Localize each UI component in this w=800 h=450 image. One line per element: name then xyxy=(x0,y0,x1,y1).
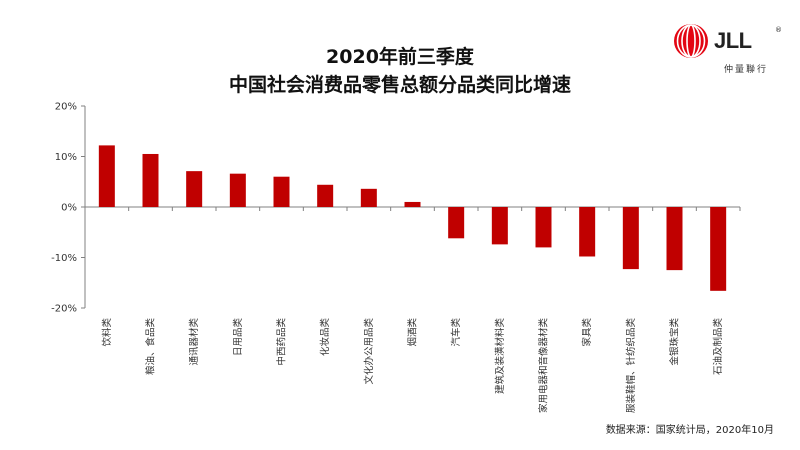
x-tick-label: 家用电器和音像器材类 xyxy=(538,318,550,414)
bar-10 xyxy=(491,207,508,245)
x-tick-label: 烟酒类 xyxy=(407,318,419,347)
source-note: 数据来源：国家统计局，2020年10月 xyxy=(605,425,774,436)
x-tick-label: 服装鞋帽、针纺织品类 xyxy=(625,318,637,414)
bar-7 xyxy=(360,188,377,207)
logo-brand: JLL xyxy=(714,28,752,53)
bar-3 xyxy=(186,171,203,207)
x-tick-label: 汽车类 xyxy=(450,318,462,347)
plot-area: 20% 10% 0% -10% -20% 饮料类 粮油、食品类 通讯器材类 日用品类 中西药品类 化… xyxy=(51,102,741,414)
bar-4 xyxy=(229,173,246,207)
globe-icon xyxy=(674,24,708,58)
logo-chinese-name: 仲量聯行 xyxy=(724,65,769,75)
y-tick-label: 10% xyxy=(55,152,77,163)
bar-15 xyxy=(710,207,727,291)
y-tick-label: -20% xyxy=(51,304,77,315)
x-tick-label: 化妆品类 xyxy=(319,318,331,357)
bar-2 xyxy=(142,153,159,207)
logo-registered-mark: ® xyxy=(775,26,782,34)
bar-6 xyxy=(317,184,334,207)
jll-logo: JLL ® 仲量聯行 xyxy=(672,22,782,78)
y-tick-label: 0% xyxy=(61,203,77,214)
chart-title-line2: 中国社会消费品零售总额分品类同比增速 xyxy=(228,74,571,96)
bar-13 xyxy=(622,207,639,270)
bar-11 xyxy=(535,207,552,248)
x-tick-label: 建筑及装潢材料类 xyxy=(494,318,506,395)
bar-8 xyxy=(404,201,421,207)
bar-9 xyxy=(448,207,465,239)
bar-1 xyxy=(98,145,115,207)
bar-12 xyxy=(579,207,596,257)
y-tick-label: -10% xyxy=(51,253,77,264)
x-tick-label: 家具类 xyxy=(581,318,593,347)
x-tick-label: 金银珠宝类 xyxy=(669,318,681,366)
y-tick-label: 20% xyxy=(55,102,77,113)
x-tick-label: 粮油、食品类 xyxy=(145,318,157,376)
x-tick-label: 文化办公用品类 xyxy=(363,318,375,385)
x-tick-label: 中西药品类 xyxy=(276,318,288,366)
bar-5 xyxy=(273,176,290,207)
x-tick-label: 通讯器材类 xyxy=(188,318,200,366)
chart-title-line1: 2020年前三季度 xyxy=(326,46,474,68)
bar-14 xyxy=(666,207,683,271)
x-tick-label: 饮料类 xyxy=(101,318,113,347)
x-tick-label: 日用品类 xyxy=(232,318,244,357)
x-tick-label: 石油及制品类 xyxy=(712,318,724,376)
